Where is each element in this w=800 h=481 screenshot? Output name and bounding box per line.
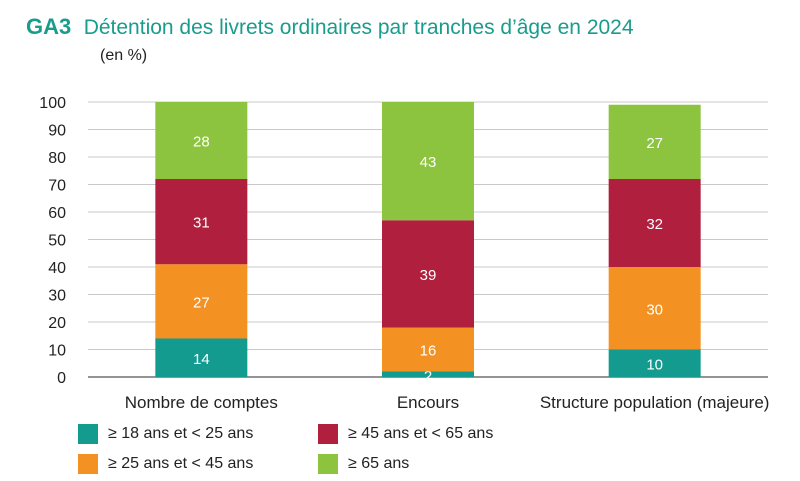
y-tick-label: 40: [48, 260, 66, 277]
legend-swatch: [78, 424, 98, 444]
bar-segment: [155, 179, 248, 265]
legend-label: ≥ 25 ans et < 45 ans: [108, 455, 254, 472]
y-tick-label: 20: [48, 315, 66, 332]
data-label: 16: [420, 343, 437, 360]
legend-label: ≥ 18 ans et < 25 ans: [108, 425, 254, 442]
data-label: 31: [193, 215, 210, 232]
x-category-label: Structure population (majeure): [540, 393, 770, 412]
data-label: 27: [193, 294, 210, 311]
x-category-label: Nombre de comptes: [125, 393, 278, 412]
bar-segment: [382, 102, 474, 221]
data-label: 39: [420, 267, 437, 284]
legend-item: ≥ 65 ans: [318, 454, 409, 474]
bar-segment: [608, 267, 701, 350]
data-label: 14: [193, 351, 210, 368]
chart-title-row: GA3 Détention des livrets ordinaires par…: [26, 14, 634, 40]
legend-swatch: [78, 454, 98, 474]
data-label: 43: [420, 154, 437, 171]
legend-item: ≥ 45 ans et < 65 ans: [318, 424, 493, 444]
bar-segment: [382, 220, 474, 328]
legend-swatch: [318, 424, 338, 444]
bar-segment: [155, 338, 248, 377]
y-tick-label: 70: [48, 178, 66, 195]
y-tick-label: 100: [39, 95, 66, 112]
chart-code: GA3: [26, 14, 72, 39]
bar-segment: [155, 102, 248, 179]
data-label: 2: [424, 368, 432, 385]
data-label: 28: [193, 134, 210, 151]
legend-item: ≥ 25 ans et < 45 ans: [78, 454, 253, 474]
bar-segment: [155, 264, 248, 339]
x-category-label: Encours: [397, 393, 459, 412]
data-label: 27: [646, 135, 663, 152]
y-tick-label: 0: [57, 370, 66, 387]
data-label: 32: [646, 216, 663, 233]
y-tick-label: 60: [48, 205, 66, 222]
legend-label: ≥ 65 ans: [348, 455, 410, 472]
chart-title: Détention des livrets ordinaires par tra…: [83, 16, 634, 39]
bar-segment: [608, 349, 701, 377]
bar-segment: [608, 104, 701, 179]
y-tick-label: 50: [48, 233, 66, 250]
legend-label: ≥ 45 ans et < 65 ans: [348, 425, 494, 442]
chart-subtitle: (en %): [100, 47, 148, 64]
legend-item: ≥ 18 ans et < 25 ans: [78, 424, 253, 444]
data-label: 30: [646, 301, 663, 318]
y-tick-label: 10: [48, 343, 66, 360]
bar-segment: [608, 179, 701, 267]
bar-segment: [382, 371, 474, 377]
bar-segment: [382, 327, 474, 372]
legend-swatch: [318, 454, 338, 474]
y-tick-label: 80: [48, 150, 66, 167]
data-label: 10: [646, 356, 663, 373]
y-tick-label: 90: [48, 123, 66, 140]
y-tick-label: 30: [48, 288, 66, 305]
